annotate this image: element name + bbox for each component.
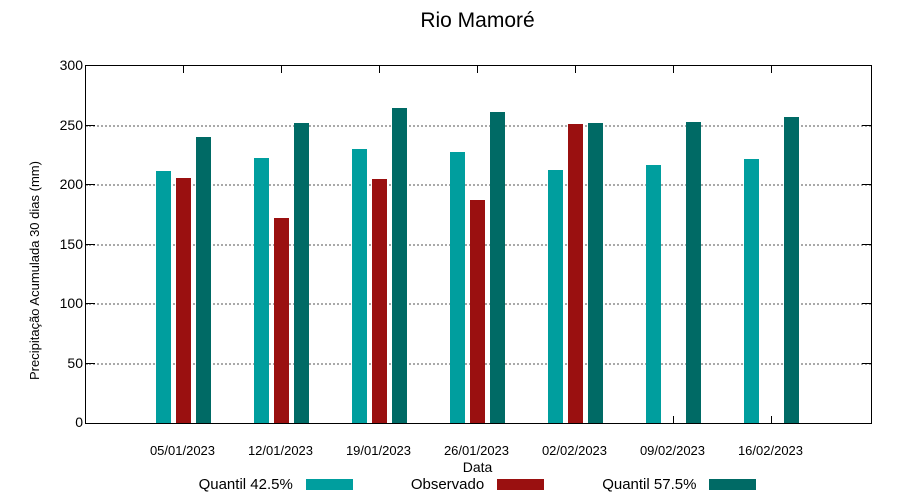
gridline-y-250 (86, 124, 871, 127)
x-tick-label-6: 16/02/2023 (737, 443, 804, 458)
y-tick-right-200 (862, 184, 871, 185)
x-tick-top-4 (575, 66, 576, 73)
x-tick-top-5 (673, 66, 674, 73)
x-tick-label-0: 05/01/2023 (149, 443, 216, 458)
bar-quantil-42-5--05/01/2023 (156, 170, 171, 423)
legend-swatch (709, 479, 757, 490)
x-axis-label: Data (462, 459, 493, 475)
bar-quantil-42-5--19/01/2023 (352, 149, 367, 423)
y-axis-label: Precipitação Acumulada 30 dias (mm) (27, 161, 42, 380)
bar-observado-02/02/2023 (568, 124, 583, 423)
legend-label: Quantil 57.5% (602, 476, 697, 493)
x-tick-top-2 (379, 66, 380, 73)
plot-area (85, 65, 872, 424)
bar-quantil-57-5--05/01/2023 (196, 137, 211, 423)
y-tick-label-100: 100 (59, 295, 83, 311)
bar-quantil-57-5--19/01/2023 (392, 107, 407, 423)
bar-quantil-57-5--26/01/2023 (490, 112, 505, 423)
y-tick-right-50 (862, 362, 871, 364)
legend-swatch (305, 479, 353, 490)
bar-quantil-42-5--26/01/2023 (450, 151, 465, 423)
y-tick-right-150 (862, 243, 871, 245)
legend-label: Quantil 42.5% (198, 476, 293, 493)
y-tick-label-300: 300 (59, 57, 83, 73)
bar-quantil-42-5--09/02/2023 (646, 164, 661, 423)
y-tick-label-50: 50 (67, 354, 83, 371)
y-tick-left-50 (86, 362, 95, 364)
y-tick-right-100 (862, 303, 871, 304)
x-tick-label-3: 26/01/2023 (443, 443, 510, 458)
bar-observado-26/01/2023 (470, 200, 485, 423)
y-tick-label-250: 250 (59, 116, 83, 133)
y-tick-left-200 (86, 184, 95, 185)
x-tick-label-4: 02/02/2023 (541, 443, 608, 458)
x-tick-bottom-5 (673, 416, 674, 423)
chart-legend: Quantil 42.5% Observado Quantil 57.5% (85, 476, 870, 493)
bar-quantil-42-5--12/01/2023 (254, 157, 269, 423)
bar-observado-05/01/2023 (176, 177, 191, 423)
bar-observado-19/01/2023 (372, 179, 387, 423)
x-tick-top-3 (477, 66, 478, 73)
x-tick-label-1: 12/01/2023 (247, 443, 314, 458)
y-tick-label-200: 200 (59, 176, 83, 192)
y-tick-label-0: 0 (75, 414, 83, 430)
bar-quantil-57-5--09/02/2023 (686, 121, 701, 423)
bar-quantil-57-5--02/02/2023 (588, 123, 603, 423)
bar-quantil-57-5--16/02/2023 (784, 117, 799, 423)
bar-quantil-57-5--12/01/2023 (294, 123, 309, 423)
x-tick-top-1 (281, 66, 282, 73)
x-tick-bottom-6 (771, 416, 772, 423)
legend-item-observado: Observado (410, 476, 545, 493)
legend-swatch (497, 479, 545, 490)
x-tick-top-6 (771, 66, 772, 73)
gridline-y-200 (86, 184, 871, 186)
legend-item-quantil-42-5-: Quantil 42.5% (199, 476, 353, 493)
legend-item-quantil-57-5-: Quantil 57.5% (602, 476, 757, 493)
x-tick-label-5: 09/02/2023 (639, 443, 706, 458)
y-tick-left-150 (86, 243, 95, 245)
y-tick-left-250 (86, 124, 95, 126)
x-tick-top-0 (183, 66, 184, 73)
bar-quantil-42-5--02/02/2023 (548, 169, 563, 423)
chart-title: Rio Mamoré (420, 9, 535, 32)
bar-quantil-42-5--16/02/2023 (744, 158, 759, 423)
y-tick-label-150: 150 (59, 235, 83, 252)
y-tick-left-100 (86, 303, 95, 304)
y-tick-right-250 (862, 124, 871, 126)
bar-observado-12/01/2023 (274, 218, 289, 423)
legend-label: Observado (410, 476, 485, 493)
x-tick-label-2: 19/01/2023 (345, 443, 412, 458)
